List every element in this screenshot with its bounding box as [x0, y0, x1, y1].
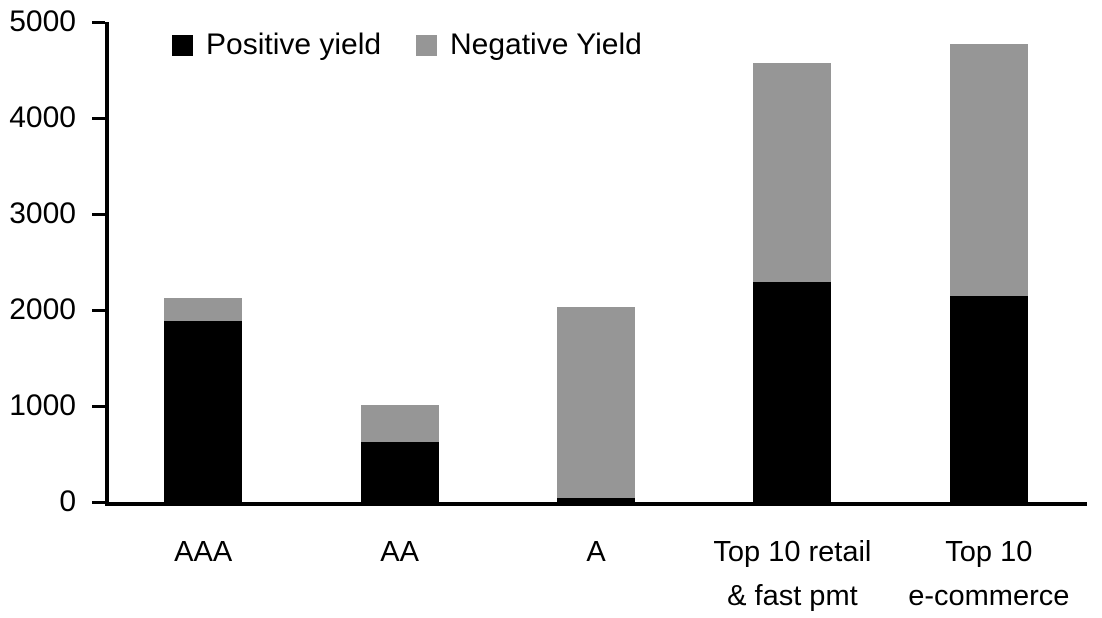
bar-segment-positive-yield-5	[949, 295, 1028, 502]
y-axis-tick-label: 3000	[9, 197, 76, 230]
legend-item-positive-yield: Positive yield	[172, 28, 381, 62]
x-axis-category-label: A	[586, 536, 606, 568]
y-axis-tick-mark	[92, 308, 105, 312]
y-axis-tick-label: 5000	[9, 5, 76, 38]
bar-segment-negative-yield-3	[557, 307, 635, 499]
x-axis-category-label: AAA	[174, 536, 233, 568]
positive-yield-swatch-icon	[172, 34, 193, 56]
y-axis-tick-label: 1000	[9, 389, 76, 422]
negative-yield-swatch-icon	[416, 34, 437, 56]
bar-segment-positive-yield-4	[753, 282, 832, 502]
y-axis-tick-label: 0	[59, 485, 76, 518]
bar-segment-negative-yield-5	[949, 44, 1028, 296]
x-axis-category-label: Top 10 e-commerce	[908, 536, 1070, 612]
bar-segment-negative-yield-2	[360, 405, 439, 443]
legend-item-negative-yield: Negative Yield	[416, 28, 642, 62]
y-axis-tick-mark	[92, 212, 105, 216]
bar-segment-negative-yield-1	[164, 298, 243, 321]
y-axis-tick-mark	[92, 500, 105, 504]
bar-segment-negative-yield-4	[753, 63, 832, 283]
y-axis-tick-mark	[92, 404, 105, 408]
legend-label-positive-yield: Positive yield	[206, 28, 382, 61]
y-axis-tick-mark	[92, 116, 105, 120]
bar-segment-positive-yield-3	[557, 498, 635, 502]
x-axis-category-label: AA	[380, 536, 419, 568]
y-axis-line	[105, 22, 109, 506]
y-axis-tick-label: 4000	[9, 101, 76, 134]
x-axis-category-label: Top 10 retail & fast pmt	[713, 536, 872, 612]
legend-label-negative-yield: Negative Yield	[450, 28, 642, 61]
y-axis-tick-mark	[92, 20, 105, 24]
bar-segment-positive-yield-2	[360, 442, 439, 502]
y-axis-tick-label: 2000	[9, 293, 76, 326]
bar-segment-positive-yield-1	[164, 320, 243, 502]
x-axis-line	[105, 502, 1087, 506]
